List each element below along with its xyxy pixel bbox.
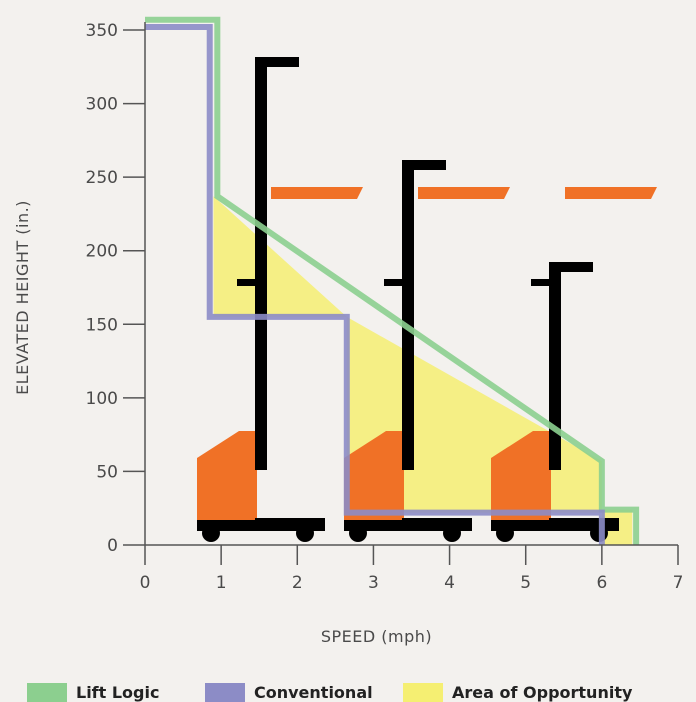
x-tick-label: 2 [292, 573, 303, 593]
x-tick-label: 0 [140, 573, 151, 593]
x-tick-label: 4 [444, 573, 455, 593]
legend-item-area-of-opportunity: Area of Opportunity [403, 683, 633, 702]
legend-item-lift-logic: Lift Logic [27, 683, 159, 702]
axes-layer: 0 50 100 150 200 250 300 350 0 1 2 3 4 5 6 7 [86, 21, 684, 593]
y-axis-title: ELEVATED HEIGHT (in.) [13, 200, 32, 395]
series-layer [145, 16, 640, 545]
x-tick-label: 6 [596, 573, 607, 593]
x-tick-label: 7 [673, 573, 684, 593]
legend-swatch [403, 683, 443, 702]
legend-item-conventional: Conventional [205, 683, 373, 702]
area-layer [213, 196, 633, 545]
legend-label: Area of Opportunity [452, 683, 633, 702]
y-tick-label: 100 [86, 389, 118, 409]
y-tick-label: 50 [96, 462, 118, 482]
y-tick-label: 200 [86, 242, 118, 262]
series-line-lift-logic [145, 16, 640, 545]
legend-label: Lift Logic [76, 683, 159, 702]
forklift-icon [197, 57, 363, 542]
y-tick-label: 300 [86, 95, 118, 115]
y-tick-label: 0 [107, 536, 118, 556]
forklift-icon [491, 187, 657, 542]
x-tick-label: 1 [216, 573, 227, 593]
x-axis-title: SPEED (mph) [321, 627, 432, 646]
legend: Lift Logic Conventional Area of Opportunit… [27, 683, 633, 702]
area-of-opportunity [213, 196, 633, 545]
forklifts-layer [197, 57, 657, 542]
y-tick-label: 150 [86, 315, 118, 335]
x-tick-label: 5 [520, 573, 531, 593]
y-tick-label: 350 [86, 21, 118, 41]
legend-swatch [27, 683, 67, 702]
legend-swatch [205, 683, 245, 702]
forklift-icon [344, 160, 510, 542]
x-tick-label: 3 [368, 573, 379, 593]
y-tick-label: 250 [86, 168, 118, 188]
series-line-conventional [145, 24, 605, 545]
legend-label: Conventional [254, 683, 373, 702]
